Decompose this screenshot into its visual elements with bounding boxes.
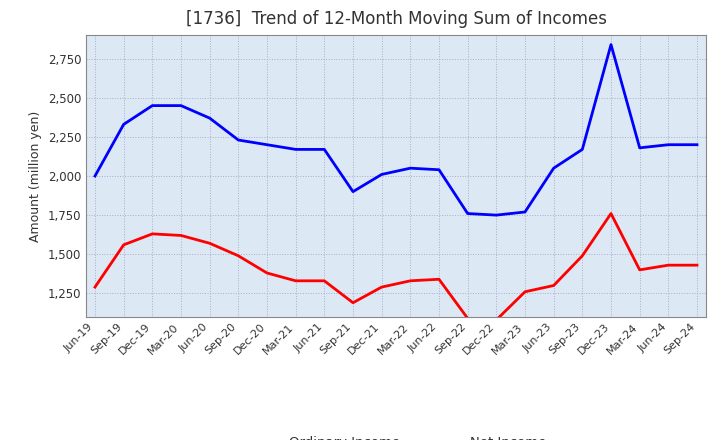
Title: [1736]  Trend of 12-Month Moving Sum of Incomes: [1736] Trend of 12-Month Moving Sum of I… bbox=[186, 10, 606, 28]
Ordinary Income bbox=[406, 165, 415, 171]
Ordinary Income bbox=[549, 165, 558, 171]
Ordinary Income bbox=[435, 167, 444, 172]
Net Income bbox=[693, 263, 701, 268]
Ordinary Income bbox=[234, 137, 243, 143]
Ordinary Income bbox=[176, 103, 185, 108]
Ordinary Income bbox=[492, 213, 500, 218]
Net Income bbox=[292, 278, 300, 283]
Net Income bbox=[435, 277, 444, 282]
Net Income bbox=[120, 242, 128, 247]
Ordinary Income bbox=[664, 142, 672, 147]
Net Income bbox=[205, 241, 214, 246]
Ordinary Income bbox=[464, 211, 472, 216]
Net Income bbox=[406, 278, 415, 283]
Net Income bbox=[521, 289, 529, 294]
Net Income bbox=[377, 284, 386, 290]
Ordinary Income bbox=[263, 142, 271, 147]
Line: Ordinary Income: Ordinary Income bbox=[95, 44, 697, 215]
Ordinary Income bbox=[521, 209, 529, 215]
Ordinary Income bbox=[607, 42, 616, 47]
Net Income bbox=[578, 253, 587, 258]
Line: Net Income: Net Income bbox=[95, 213, 697, 320]
Ordinary Income bbox=[348, 189, 357, 194]
Net Income bbox=[464, 316, 472, 321]
Net Income bbox=[549, 283, 558, 288]
Net Income bbox=[91, 284, 99, 290]
Ordinary Income bbox=[292, 147, 300, 152]
Legend: Ordinary Income, Net Income: Ordinary Income, Net Income bbox=[240, 430, 552, 440]
Net Income bbox=[148, 231, 157, 237]
Ordinary Income bbox=[320, 147, 328, 152]
Ordinary Income bbox=[120, 122, 128, 127]
Net Income bbox=[234, 253, 243, 258]
Ordinary Income bbox=[578, 147, 587, 152]
Net Income bbox=[635, 267, 644, 272]
Ordinary Income bbox=[377, 172, 386, 177]
Ordinary Income bbox=[693, 142, 701, 147]
Net Income bbox=[263, 270, 271, 275]
Net Income bbox=[348, 300, 357, 305]
Net Income bbox=[320, 278, 328, 283]
Ordinary Income bbox=[91, 173, 99, 179]
Net Income bbox=[492, 317, 500, 323]
Net Income bbox=[176, 233, 185, 238]
Net Income bbox=[607, 211, 616, 216]
Ordinary Income bbox=[148, 103, 157, 108]
Net Income bbox=[664, 263, 672, 268]
Y-axis label: Amount (million yen): Amount (million yen) bbox=[30, 110, 42, 242]
Ordinary Income bbox=[635, 145, 644, 150]
Ordinary Income bbox=[205, 115, 214, 121]
